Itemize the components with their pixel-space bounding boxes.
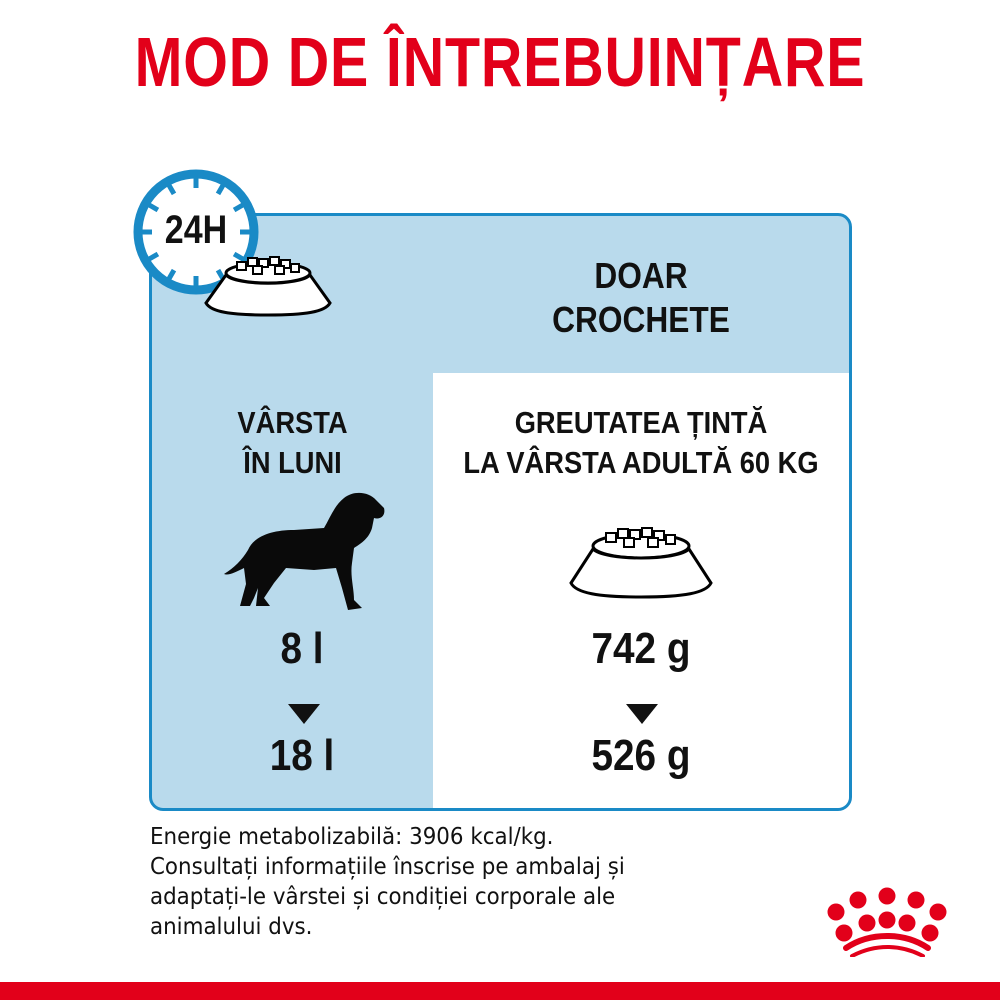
amount-from: 742 g (591, 624, 691, 673)
weight-header-line: LA VÂRSTA ADULTĂ 60 KG (463, 445, 819, 480)
feeding-table: DOAR CROCHETE VÂRSTA ÎN LUNI GREUTATEA Ț… (149, 213, 852, 811)
page-title: MOD DE ÎNTREBUINȚARE (134, 23, 866, 101)
footer-line: adaptați-le vârstei și condiției corpora… (150, 884, 616, 910)
age-header-line: ÎN LUNI (243, 445, 342, 480)
royal-canin-crown-logo (827, 887, 947, 957)
footer-note: Energie metabolizabilă: 3906 kcal/kg. Co… (150, 822, 625, 942)
clock-tick (147, 251, 160, 262)
clock-tick (215, 268, 226, 281)
clock-tick (166, 268, 177, 281)
amount-to: 526 g (591, 731, 691, 780)
clock-tick (147, 202, 160, 213)
food-bowl-icon (569, 527, 713, 599)
clock-tick (232, 251, 245, 262)
arrow-down-icon (288, 704, 320, 724)
food-type-line: CROCHETE (552, 299, 730, 340)
clock-tick (215, 183, 226, 196)
food-bowl-icon (204, 256, 332, 317)
food-type-line: DOAR (594, 255, 688, 296)
clock-tick (166, 183, 177, 196)
dog-silhouette-icon (224, 492, 385, 610)
clock-tick (232, 202, 245, 213)
footer-line: animalului dvs. (150, 914, 313, 940)
age-header-line: VÂRSTA (237, 405, 348, 440)
arrow-down-icon (626, 704, 658, 724)
footer-line: Energie metabolizabilă: 3906 kcal/kg. (150, 824, 554, 850)
clock-label: 24H (164, 208, 228, 252)
weight-header: GREUTATEA ȚINTĂ LA VÂRSTA ADULTĂ 60 KG (458, 403, 824, 483)
age-from: 8 l (280, 624, 324, 673)
food-type-label: DOAR CROCHETE (458, 254, 824, 342)
weight-header-line: GREUTATEA ȚINTĂ (514, 405, 768, 440)
clock-24h-icon: 24H (132, 168, 260, 296)
age-header: VÂRSTA ÎN LUNI (169, 403, 416, 483)
footer-line: Consultați informațiile înscrise pe amba… (150, 854, 625, 880)
age-to: 18 l (269, 731, 335, 780)
bottom-brand-bar (0, 982, 1000, 1000)
